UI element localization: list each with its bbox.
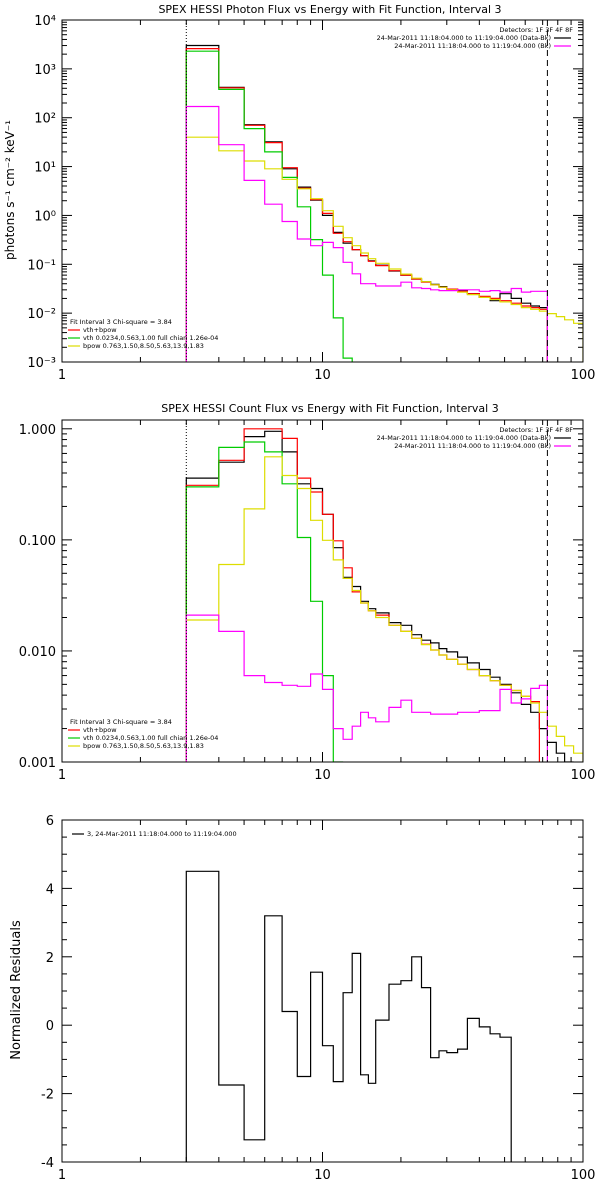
x-tick-label: 1 — [58, 368, 66, 383]
legend-text: vth 0.0234,0.563,1.00 full chian 1.26e-0… — [83, 334, 218, 342]
legend-text: Detectors: 1F 3F 4F 8F — [499, 26, 573, 34]
x-tick-label: 100 — [571, 368, 596, 383]
y-tick-label: 2 — [46, 951, 54, 966]
x-tick-label: 10 — [314, 768, 331, 783]
legend-text: 3, 24-Mar-2011 11:18:04.000 to 11:19:04.… — [87, 830, 237, 838]
y-tick-label: 0.010 — [19, 645, 56, 660]
x-tick-label: 10 — [314, 368, 331, 383]
y-tick-label: 4 — [46, 882, 54, 897]
y-tick-label: 1.000 — [19, 423, 56, 438]
x-tick-label: 100 — [571, 768, 596, 783]
legend-text: 24-Mar-2011 11:18:04.000 to 11:19:04.000… — [394, 42, 551, 50]
y-tick-label: 10⁻¹ — [27, 258, 56, 273]
y-tick-label: 10⁰ — [34, 209, 56, 224]
y-tick-label: 6 — [46, 814, 54, 829]
y-tick-label: -4 — [41, 1156, 54, 1171]
x-tick-label: 10 — [314, 1168, 331, 1183]
plot-frame — [61, 819, 584, 1163]
legend-text: bpow 0.763,1.50,8.50,5.63,13.9,1.83 — [83, 742, 204, 750]
legend-text: 24-Mar-2011 11:18:04.000 to 11:19:04.000… — [394, 442, 551, 450]
x-tick-label: 1 — [58, 768, 66, 783]
x-tick-label: 1 — [58, 1168, 66, 1183]
y-tick-label: 0.001 — [19, 756, 56, 771]
legend-text: Detectors: 1F 3F 4F 8F — [499, 426, 573, 434]
series-line — [185, 456, 583, 762]
legend-text: bpow 0.763,1.50,8.50,5.63,13.9,1.83 — [83, 342, 204, 350]
photon-flux-ylabel: photons s⁻¹ cm⁻² keV⁻¹ — [3, 120, 17, 260]
plot-frame — [61, 419, 584, 763]
y-tick-label: 10³ — [34, 63, 56, 78]
series-line — [185, 136, 583, 362]
series-line — [185, 614, 548, 762]
photon-flux-title: SPEX HESSI Photon Flux vs Energy with Fi… — [158, 3, 501, 16]
y-tick-label: 10⁻³ — [27, 356, 56, 371]
y-tick-label: 0.100 — [19, 534, 56, 549]
legend-text: vth+bpow — [83, 326, 117, 334]
legend-text: vth 0.0234,0.563,1.00 full chian 1.26e-0… — [83, 734, 218, 742]
photon-flux-panel: SPEX HESSI Photon Flux vs Energy with Fi… — [3, 3, 595, 383]
legend-text: 24-Mar-2011 11:18:04.000 to 11:19:04.000… — [377, 34, 551, 42]
x-tick-label: 100 — [571, 1168, 596, 1183]
y-tick-label: 10² — [34, 112, 56, 127]
series-line — [185, 105, 548, 362]
count-flux-panel: SPEX HESSI Count Flux vs Energy with Fit… — [19, 402, 596, 783]
legend-text: vth+bpow — [83, 726, 117, 734]
residuals-panel: Normalized Residuals 1 10 100 -4 -2 0 2 4 6 3, 24… — [9, 814, 595, 1183]
plot-frame — [61, 19, 584, 363]
y-tick-label: 0 — [46, 1019, 54, 1034]
count-flux-title: SPEX HESSI Count Flux vs Energy with Fit… — [161, 402, 498, 415]
series-line — [185, 50, 353, 362]
legend-text: 24-Mar-2011 11:18:04.000 to 11:19:04.000… — [377, 434, 551, 442]
series-line — [185, 870, 512, 1162]
y-tick-label: 10⁴ — [34, 14, 56, 29]
y-tick-label: 10¹ — [34, 161, 56, 176]
y-tick-label: 10⁻² — [27, 307, 56, 322]
y-tick-label: -2 — [41, 1088, 54, 1103]
legend-text: Fit Interval 3 Chi-square = 3.84 — [70, 718, 172, 726]
legend-text: Fit Interval 3 Chi-square = 3.84 — [70, 318, 172, 326]
residuals-ylabel: Normalized Residuals — [9, 920, 24, 1060]
